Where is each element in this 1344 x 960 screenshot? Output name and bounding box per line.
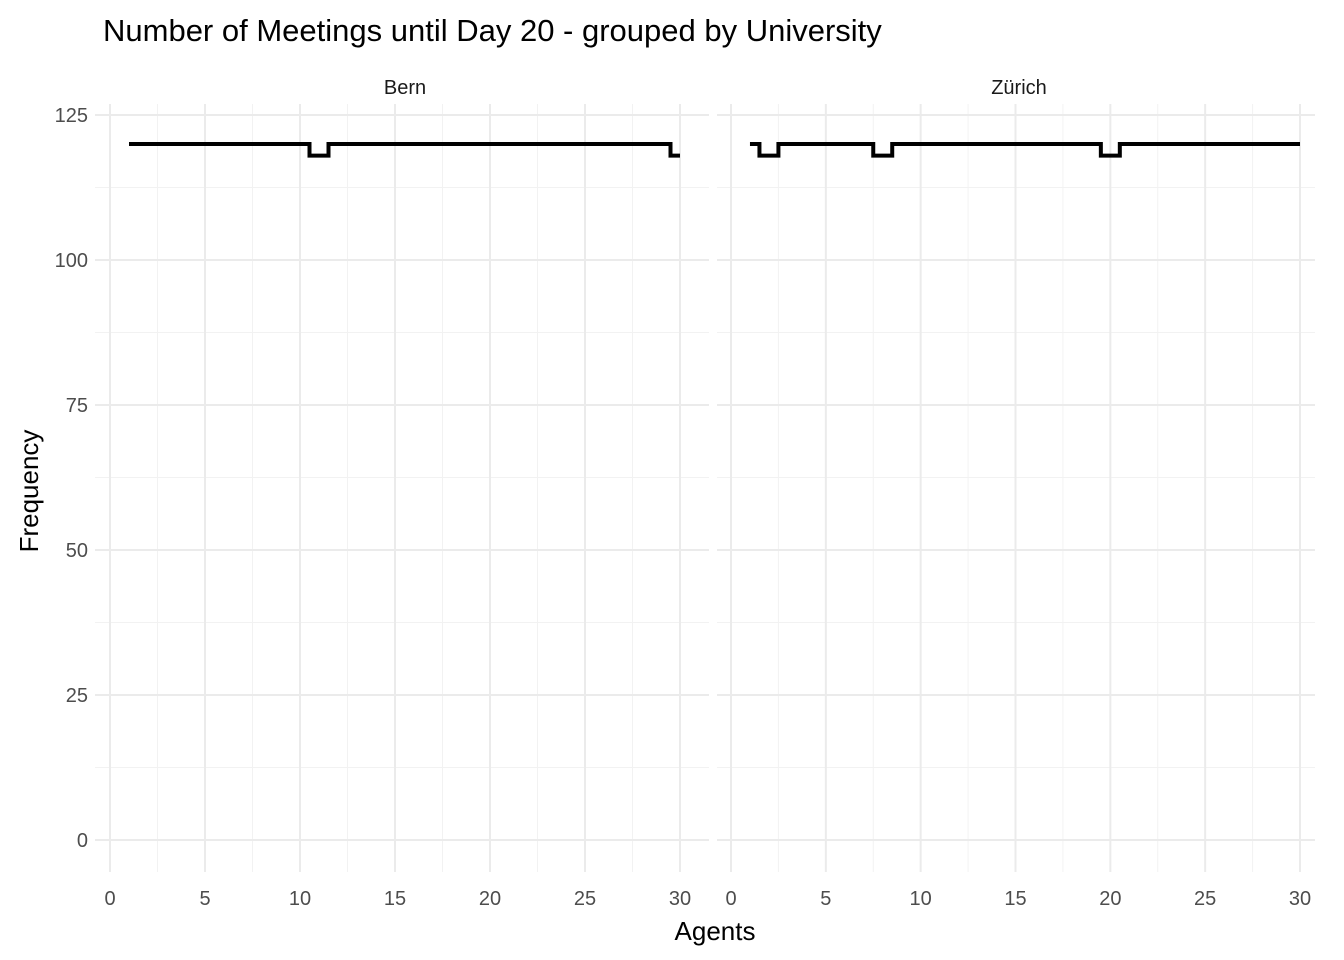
x-tick-label: 0	[104, 888, 115, 910]
y-tick-label: 100	[55, 250, 88, 272]
x-tick-label: 25	[574, 888, 596, 910]
panels-layer: Bern 0 5 10 15 20 25 30 0 25 50 75 100 125 Zürich 0 5 10 1…	[55, 77, 1315, 910]
x-tick-label: 20	[479, 888, 501, 910]
y-axis-title: Frequency	[14, 430, 44, 553]
x-tick-label: 15	[384, 888, 406, 910]
series-line-bern	[129, 142, 680, 158]
panel-strip-label: Bern	[384, 77, 426, 99]
series-line-zürich	[749, 142, 1300, 158]
y-tick-label: 25	[66, 685, 88, 707]
x-tick-label: 5	[199, 888, 210, 910]
x-tick-label: 10	[910, 888, 932, 910]
x-axis-title: Agents	[675, 916, 756, 946]
x-tick-label: 15	[1004, 888, 1026, 910]
x-tick-label: 0	[725, 888, 736, 910]
x-tick-label: 30	[669, 888, 691, 910]
x-tick-label: 5	[820, 888, 831, 910]
panel-1: Zürich 0 5 10 15 20 25 30	[717, 77, 1315, 910]
x-tick-label: 25	[1194, 888, 1216, 910]
y-tick-label: 75	[66, 395, 88, 417]
x-tick-label: 10	[289, 888, 311, 910]
y-tick-label: 125	[55, 105, 88, 127]
panel-0: Bern 0 5 10 15 20 25 30 0 25 50 75 100 125	[55, 77, 709, 910]
panel-strip-label: Zürich	[991, 77, 1047, 99]
y-tick-label: 0	[77, 830, 88, 852]
y-tick-label: 50	[66, 540, 88, 562]
x-tick-label: 20	[1099, 888, 1121, 910]
chart-title: Number of Meetings until Day 20 - groupe…	[103, 13, 882, 48]
x-tick-label: 30	[1289, 888, 1311, 910]
